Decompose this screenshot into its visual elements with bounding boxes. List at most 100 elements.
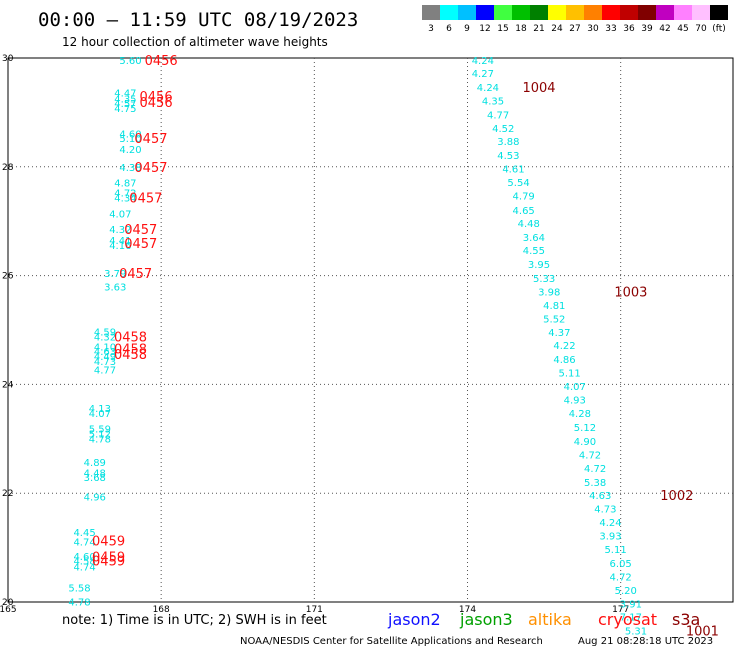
- legend-swatch: [566, 5, 584, 20]
- swh-value: 4.73: [94, 357, 116, 368]
- swh-value: 3.91: [620, 600, 642, 611]
- swh-value: 4.10: [94, 342, 116, 353]
- y-tick-label: 22: [2, 489, 13, 499]
- swh-value: 4.79: [513, 192, 535, 203]
- swh-value: 4.35: [482, 96, 504, 107]
- legend-label: 3: [428, 24, 434, 34]
- legend-label: 39: [641, 24, 653, 34]
- legend-label: 21: [533, 24, 544, 34]
- swh-value: 4.48: [518, 219, 540, 230]
- swh-value: 4.57: [114, 99, 136, 110]
- legend-label: 42: [659, 24, 670, 34]
- x-tick-label: 171: [306, 605, 323, 615]
- swh-value: 5.12: [89, 429, 111, 440]
- time-label: 1002: [660, 489, 693, 504]
- swh-value: 4.72: [114, 188, 136, 199]
- swh-value: 4.49: [94, 352, 116, 363]
- legend-swatch: [584, 5, 602, 20]
- time-label: 0457: [124, 237, 157, 252]
- swh-value: 4.20: [119, 145, 141, 156]
- time-label: 0459: [92, 550, 125, 565]
- time-label: 0457: [124, 223, 157, 238]
- swh-value: 4.07: [109, 210, 131, 221]
- swh-value: 4.73: [594, 504, 616, 515]
- time-label: 1003: [614, 285, 647, 300]
- swh-value: 4.52: [492, 124, 514, 135]
- time-label: 0457: [119, 267, 152, 282]
- swh-value: 4.61: [502, 164, 524, 175]
- swh-value: 4.16: [109, 241, 131, 252]
- axis-labels: 165 168 171 174 177 30 28 26 24 22 20: [0, 54, 629, 615]
- swh-value: 4.24: [599, 518, 621, 529]
- swh-value: 3.64: [523, 233, 545, 244]
- credit-right: Aug 21 08:28:18 UTC 2023: [578, 636, 713, 647]
- swh-value: 4.13: [89, 404, 111, 415]
- footer-note: note: 1) Time is in UTC; 2) SWH is in fe…: [62, 613, 327, 628]
- swh-value: 4.48: [84, 469, 106, 480]
- swh-value: 4.27: [472, 69, 494, 80]
- legend-swatch: [548, 5, 566, 20]
- swh-value: 6.05: [610, 559, 632, 570]
- time-label: 0457: [134, 161, 167, 176]
- legend-label: 33: [605, 24, 616, 34]
- time-label: 0456: [140, 90, 173, 105]
- satellite-name: cryosat: [598, 610, 657, 629]
- swh-value: 5.20: [615, 586, 637, 597]
- swh-value: 5.38: [584, 478, 606, 489]
- legend-label: 45: [677, 24, 688, 34]
- time-label: 0457: [134, 132, 167, 147]
- legend-swatch: [422, 5, 440, 20]
- swh-value: 4.60: [73, 552, 95, 563]
- legend-label: 70: [695, 24, 707, 34]
- swh-value: 4.58: [73, 557, 95, 568]
- chart-subtitle: 12 hour collection of altimeter wave hei…: [62, 35, 328, 49]
- legend-swatch: [602, 5, 620, 20]
- swh-value: 4.89: [84, 458, 106, 469]
- time-label: 0457: [129, 191, 162, 206]
- swh-value: 4.63: [94, 347, 116, 358]
- legend-label: 27: [569, 24, 580, 34]
- satellite-name: jason3: [459, 610, 513, 629]
- time-label: 0458: [114, 331, 147, 346]
- y-tick-label: 30: [2, 54, 14, 64]
- satellite-legend: jason2 jason3 altika cryosat s3a: [387, 610, 700, 629]
- swh-value: 3.63: [104, 282, 126, 293]
- swh-value: 4.87: [114, 179, 136, 190]
- x-tick-label: 165: [0, 605, 17, 615]
- swh-value: 4.75: [114, 104, 136, 115]
- s3a-track: 4.24 4.27 4.24 4.35 4.77 4.52 3.88 4.53 4.61 5.54…: [472, 56, 719, 639]
- legend-swatch: [494, 5, 512, 20]
- swh-value: 4.24: [472, 56, 494, 67]
- x-tick-label: 177: [612, 605, 629, 615]
- swh-value: 4.38: [119, 163, 141, 174]
- plot-frame: [7, 57, 734, 603]
- cryosat-track: 5.604.474.354.574.754.605.104.204.384.87…: [68, 54, 177, 608]
- swh-value: 4.72: [610, 572, 632, 583]
- swh-value: 4.78: [89, 434, 111, 445]
- swh-value: 4.35: [114, 94, 136, 105]
- swh-value: 4.07: [89, 409, 111, 420]
- swh-value: 4.63: [589, 491, 611, 502]
- swh-value: 4.59: [94, 328, 116, 339]
- y-tick-label: 24: [2, 380, 14, 390]
- time-label: 1001: [686, 624, 719, 639]
- legend-swatch: [710, 5, 728, 20]
- swh-value: 5.59: [89, 424, 111, 435]
- legend-label: 36: [623, 24, 635, 34]
- swh-value: 4.65: [513, 206, 535, 217]
- legend-swatch: [458, 5, 476, 20]
- swh-value: 4.55: [523, 246, 545, 257]
- legend-swatch: [530, 5, 548, 20]
- swh-value: 5.12: [574, 423, 596, 434]
- legend-swatch: [692, 5, 710, 20]
- swh-value: 4.77: [94, 366, 116, 377]
- swh-value: 4.24: [477, 83, 499, 94]
- swh-value: 4.74: [73, 538, 95, 549]
- legend-label: 12: [479, 24, 490, 34]
- swh-value: 4.47: [114, 88, 136, 99]
- swh-value: 5.31: [625, 626, 647, 637]
- swh-value: 3.98: [538, 287, 560, 298]
- swh-value: 3.95: [528, 260, 550, 271]
- swh-value: 4.93: [564, 396, 586, 407]
